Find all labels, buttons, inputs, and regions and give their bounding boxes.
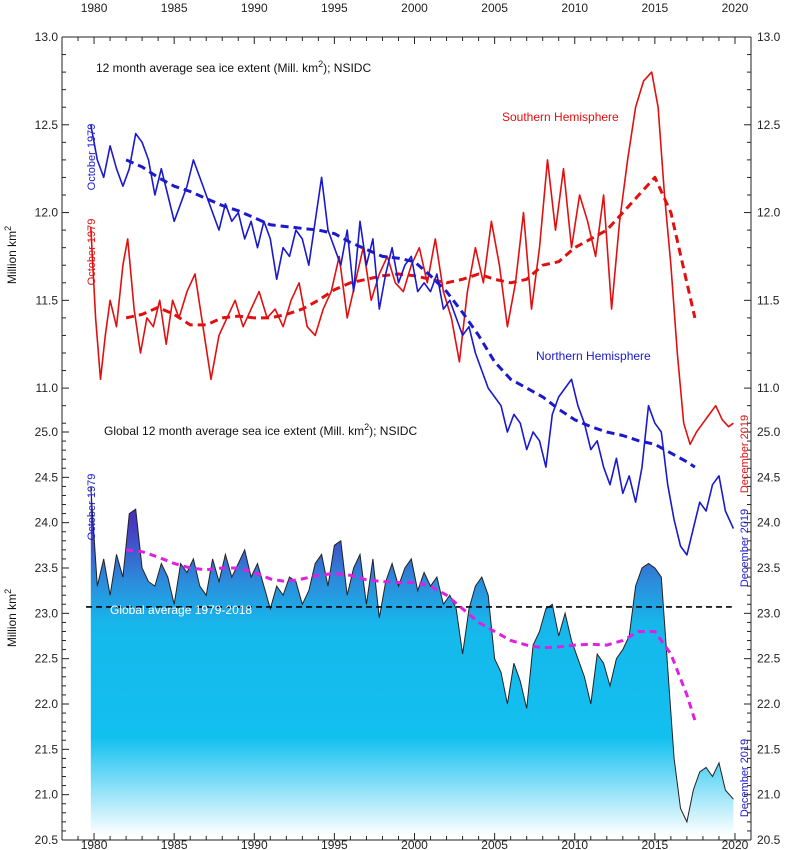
southern-hemisphere-line (90, 71, 734, 446)
bottom-x-tick-label: 1980 (81, 838, 108, 850)
upper-right-y-tick-label: 12.5 (757, 118, 781, 132)
lower-left-y-tick-label: 23.5 (35, 561, 59, 575)
bottom-x-tick-label: 2020 (722, 838, 749, 850)
lower-title-end: ); NSIDC (369, 424, 417, 438)
text-layer: 12 month average sea ice extent (Mill. k… (3, 1, 781, 850)
upper-title: 12 month average sea ice extent (Mill. k… (96, 59, 371, 75)
south-start-label: October 1979 (86, 219, 98, 286)
lower-left-y-tick-label: 22.0 (35, 697, 59, 711)
global-trend-line (125, 548, 697, 721)
upper-left-y-tick-label: 11.0 (36, 381, 59, 395)
global-area-fill (90, 486, 734, 840)
top-x-tick-label: 1980 (81, 1, 108, 15)
upper-lines-layer (90, 71, 735, 556)
upper-right-y-tick-label: 12.0 (757, 206, 781, 220)
upper-title-superscript: 2 (318, 59, 323, 69)
upper-right-y-tick-label: 13.0 (757, 30, 781, 44)
lower-left-y-tick-label: 22.5 (35, 652, 59, 666)
north-end-label: December 2019 (739, 509, 751, 587)
upper-left-y-tick-label: 11.5 (36, 293, 59, 307)
upper-ylabel: Million km2 (3, 226, 19, 284)
top-x-tick-label: 1985 (161, 1, 188, 15)
lower-right-y-tick-label: 24.0 (757, 516, 781, 530)
lower-right-y-tick-label: 21.0 (757, 788, 781, 802)
lower-right-y-tick-label: 24.5 (757, 470, 781, 484)
frame-layer (61, 36, 752, 841)
south-end-label: December 2019 (739, 415, 751, 493)
bottom-x-tick-label: 2005 (481, 838, 508, 850)
lower-title-superscript: 2 (364, 422, 369, 432)
lower-left-y-tick-label: 23.0 (35, 606, 59, 620)
global-average-label: Global average 1979-2018 (110, 603, 252, 617)
bottom-x-tick-label: 2010 (561, 838, 588, 850)
north-start-label: October 1979 (86, 124, 98, 191)
global-area-outline (90, 486, 734, 824)
top-x-tick-label: 2015 (642, 1, 669, 15)
upper-left-y-tick-label: 12.0 (35, 206, 59, 220)
bottom-x-tick-label: 2015 (642, 838, 669, 850)
upper-right-y-tick-label: 11.5 (757, 293, 780, 307)
lower-left-y-tick-label: 21.0 (35, 788, 59, 802)
northern-hemisphere-label: Northern Hemisphere (536, 349, 651, 363)
top-x-tick-label: 2000 (401, 1, 428, 15)
lower-left-y-tick-label: 20.5 (35, 833, 59, 847)
lower-right-y-tick-label: 22.0 (757, 697, 781, 711)
bottom-x-tick-label: 1985 (161, 838, 188, 850)
top-x-tick-label: 1995 (321, 1, 348, 15)
lower-left-y-tick-label: 25.0 (35, 425, 59, 439)
top-x-tick-label: 2020 (722, 1, 749, 15)
bottom-x-tick-label: 1995 (321, 838, 348, 850)
lower-right-y-tick-label: 21.5 (757, 742, 781, 756)
top-x-tick-label: 1990 (241, 1, 268, 15)
lower-right-y-tick-label: 25.0 (757, 425, 781, 439)
bottom-x-tick-label: 2000 (401, 838, 428, 850)
northern-hemisphere-line (90, 124, 735, 556)
lower-right-y-tick-label: 23.5 (757, 561, 781, 575)
upper-left-y-tick-label: 13.0 (35, 30, 59, 44)
upper-right-y-tick-label: 11.0 (757, 381, 780, 395)
top-x-tick-label: 2005 (481, 1, 508, 15)
lower-left-y-tick-label: 21.5 (35, 742, 59, 756)
bottom-x-tick-label: 1990 (241, 838, 268, 850)
northern-hemisphere-trend-line (125, 158, 696, 469)
upper-title-end: ); NSIDC (323, 61, 371, 75)
lower-left-y-tick-label: 24.0 (35, 516, 59, 530)
lower-ylabel: Million km2 (3, 589, 19, 647)
lower-left-y-tick-label: 24.5 (35, 470, 59, 484)
top-x-tick-label: 2010 (561, 1, 588, 15)
global-start-label: October 1979 (86, 474, 98, 541)
lower-area-layer (86, 486, 734, 840)
upper-left-y-tick-label: 12.5 (35, 118, 59, 132)
lower-right-y-tick-label: 23.0 (757, 606, 781, 620)
lower-title: Global 12 month average sea ice extent (… (104, 422, 417, 438)
lower-right-y-tick-label: 22.5 (757, 652, 781, 666)
southern-hemisphere-label: Southern Hemisphere (502, 110, 619, 124)
global-end-label: December 2019 (739, 739, 751, 817)
lower-right-y-tick-label: 20.5 (757, 833, 781, 847)
